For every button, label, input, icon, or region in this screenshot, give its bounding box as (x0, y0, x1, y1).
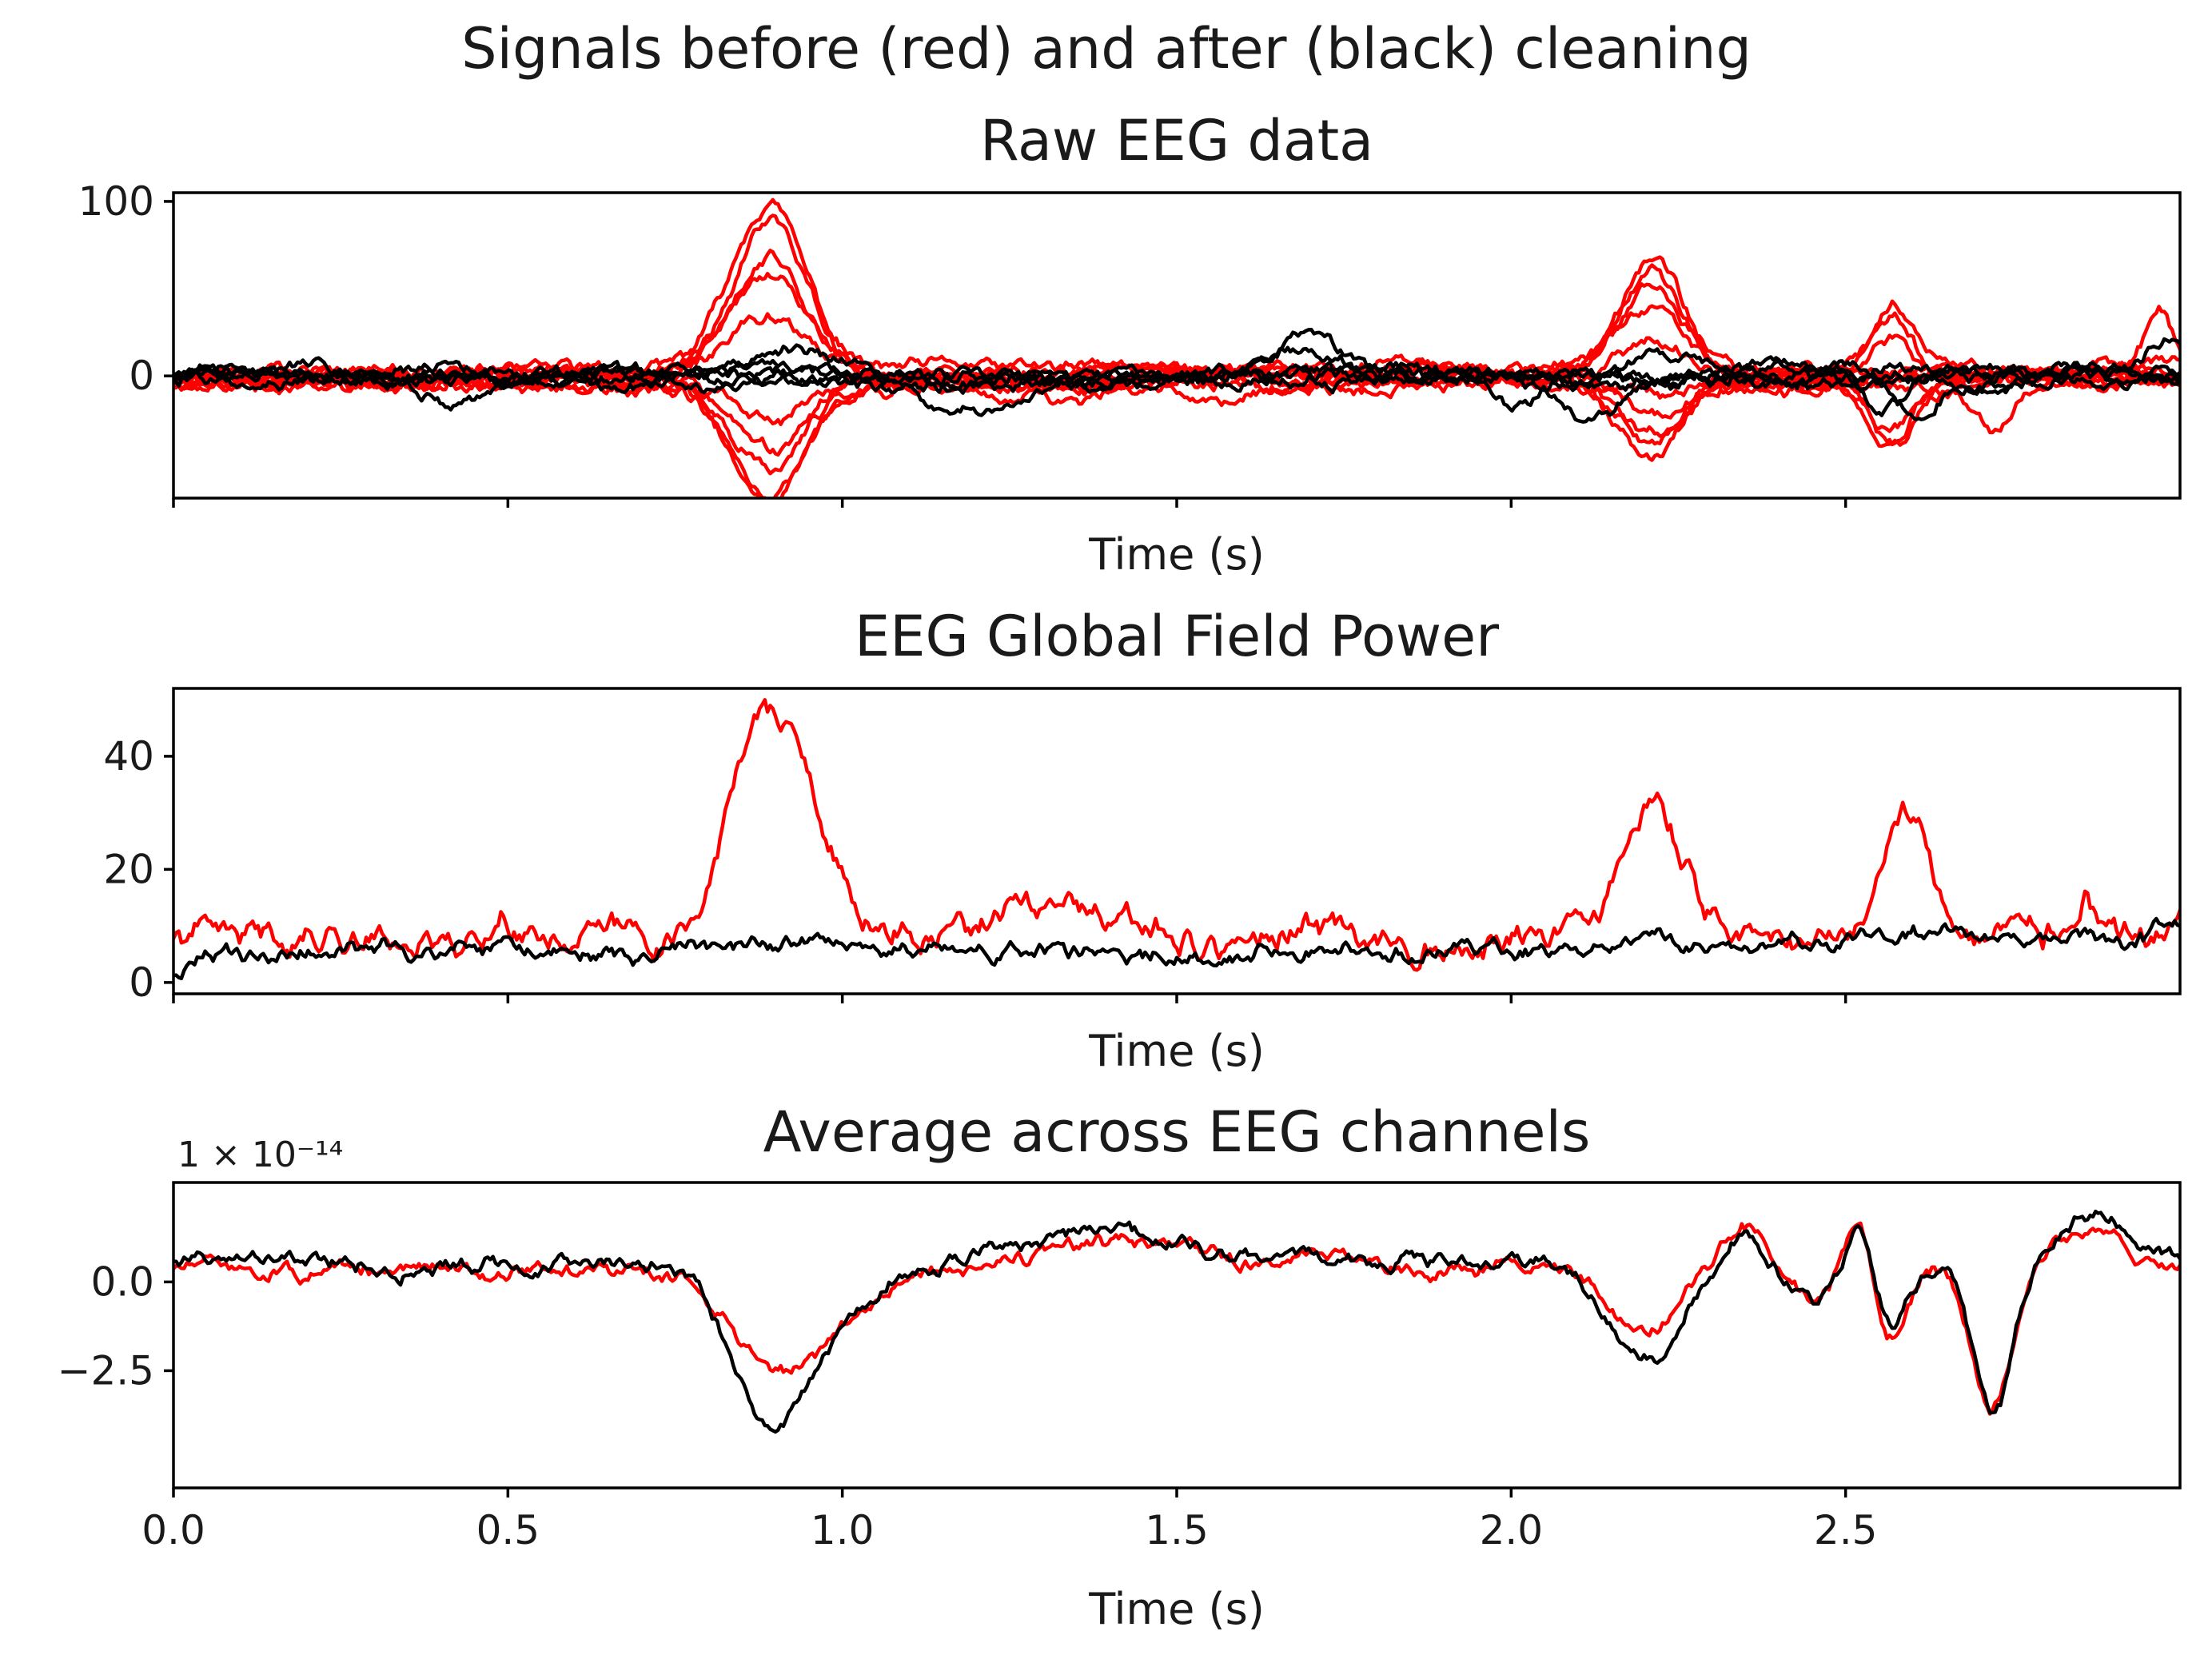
panel-title: EEG Global Field Power (855, 604, 1499, 669)
panel-plot-area (173, 197, 2180, 498)
series-line-before-ch2 (173, 213, 2180, 387)
series-line-before (173, 1221, 2180, 1416)
figure-title: Signals before (red) and after (black) c… (461, 16, 1752, 82)
x-tick-label: 1.0 (811, 1507, 875, 1553)
series-line-after-ch3 (173, 337, 2180, 413)
y-tick-label: 0 (129, 353, 154, 399)
x-axis-label: Time (s) (1088, 529, 1265, 580)
panel-plot-area (173, 698, 2180, 980)
panel-title: Average across EEG channels (763, 1099, 1591, 1165)
series-line-before-ch10 (173, 368, 2180, 498)
x-tick-label: 2.5 (1814, 1507, 1878, 1553)
series-line-before-ch1 (173, 197, 2180, 385)
y-offset-label: 1 × 10⁻¹⁴ (177, 1135, 343, 1175)
y-tick-label: 40 (103, 733, 154, 780)
series-line-after (173, 1209, 2180, 1434)
panel-plot-area (173, 1209, 2180, 1434)
series-line-after (173, 916, 2180, 980)
panel-frame (172, 191, 2182, 500)
x-tick-label: 1.5 (1145, 1507, 1209, 1553)
y-tick-label: −2.5 (58, 1347, 154, 1394)
x-axis-label: Time (s) (1088, 1026, 1265, 1076)
series-line-after-ch5 (173, 363, 2180, 424)
panel-title: Raw EEG data (980, 108, 1373, 173)
panel-frame (172, 1181, 2182, 1490)
x-tick-label: 0.5 (476, 1507, 540, 1553)
y-tick-label: 100 (78, 178, 154, 225)
y-tick-label: 0 (129, 959, 154, 1006)
y-tick-label: 0.0 (90, 1258, 154, 1305)
x-tick-label: 0.0 (141, 1507, 205, 1553)
y-tick-label: 20 (103, 846, 154, 892)
x-tick-label: 2.0 (1480, 1507, 1544, 1553)
x-axis-label: Time (s) (1088, 1584, 1265, 1634)
